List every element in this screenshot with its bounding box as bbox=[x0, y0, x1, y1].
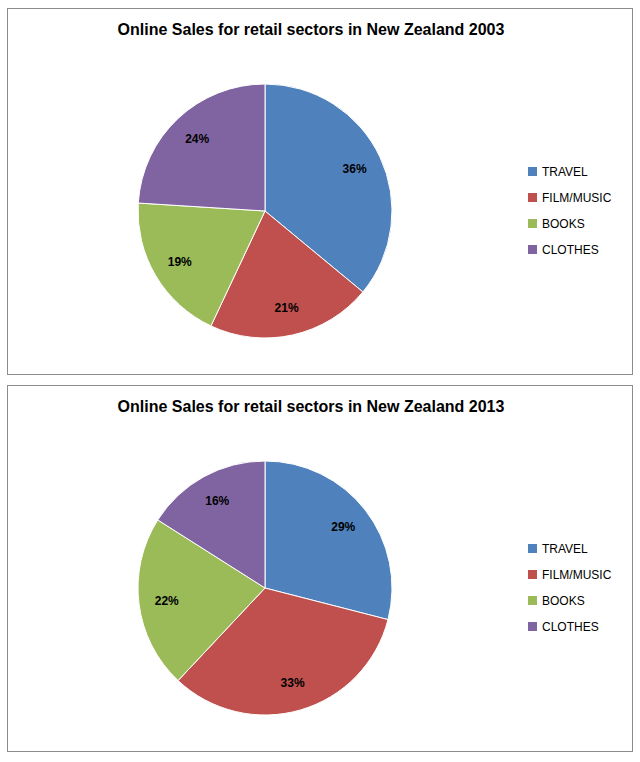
pie-slice bbox=[158, 461, 265, 588]
data-label: 22% bbox=[155, 594, 179, 608]
data-labels: 29% 33% 22% 16% bbox=[155, 494, 356, 690]
data-label: 33% bbox=[281, 676, 305, 690]
legend-label: BOOKS bbox=[542, 594, 585, 608]
legend-swatch bbox=[528, 570, 537, 579]
legend-swatch bbox=[528, 193, 537, 202]
data-label: 19% bbox=[168, 255, 192, 269]
legend-label: TRAVEL bbox=[542, 542, 588, 556]
data-label: 16% bbox=[205, 494, 229, 508]
legend-label: BOOKS bbox=[542, 217, 585, 231]
data-label: 36% bbox=[343, 162, 367, 176]
pie bbox=[138, 461, 392, 715]
legend-swatch bbox=[528, 245, 537, 254]
legend-label: FILM/MUSIC bbox=[542, 568, 612, 582]
data-label: 21% bbox=[275, 301, 299, 315]
page-svg: Online Sales for retail sectors in New Z… bbox=[0, 0, 640, 762]
legend-swatch bbox=[528, 167, 537, 176]
data-label: 24% bbox=[185, 132, 209, 146]
panel-frame bbox=[8, 386, 633, 752]
legend-swatch bbox=[528, 622, 537, 631]
pie bbox=[138, 84, 392, 338]
legend-swatch bbox=[528, 544, 537, 553]
chart-panel: Online Sales for retail sectors in New Z… bbox=[8, 386, 633, 752]
chart-title: Online Sales for retail sectors in New Z… bbox=[118, 398, 505, 415]
panel-frame bbox=[8, 9, 633, 375]
legend-label: CLOTHES bbox=[542, 620, 599, 634]
legend: TRAVEL FILM/MUSIC BOOKS CLOTHES bbox=[528, 542, 612, 634]
legend-swatch bbox=[528, 219, 537, 228]
pie-slice bbox=[138, 84, 265, 211]
chart-panel: Online Sales for retail sectors in New Z… bbox=[8, 9, 633, 375]
legend-label: CLOTHES bbox=[542, 243, 599, 257]
legend: TRAVEL FILM/MUSIC BOOKS CLOTHES bbox=[528, 165, 612, 257]
chart-title: Online Sales for retail sectors in New Z… bbox=[118, 21, 505, 38]
legend-label: FILM/MUSIC bbox=[542, 191, 612, 205]
data-label: 29% bbox=[331, 520, 355, 534]
legend-label: TRAVEL bbox=[542, 165, 588, 179]
data-labels: 36% 21% 19% 24% bbox=[168, 132, 367, 315]
pie-slice bbox=[138, 203, 265, 326]
legend-swatch bbox=[528, 596, 537, 605]
